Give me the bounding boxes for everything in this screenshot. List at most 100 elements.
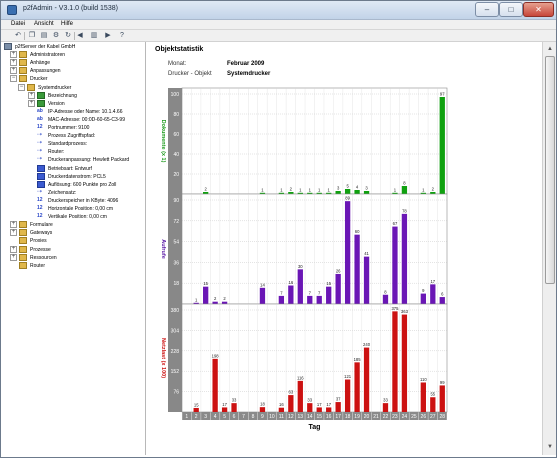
expand-icon[interactable]: +	[10, 253, 17, 261]
expand-icon[interactable]: +	[10, 245, 17, 253]
expand-icon[interactable]: +	[10, 67, 17, 75]
tree-item[interactable]: Druckerdatenstrom: PCL5	[28, 172, 141, 181]
y-tick-label: 80	[173, 112, 179, 118]
tree-item[interactable]: ⇢ Prozess Zugriffspfad:	[28, 132, 141, 140]
expand-icon[interactable]: +	[10, 229, 17, 237]
collapse-icon[interactable]: −	[10, 75, 17, 83]
tree-item[interactable]: Auflösung: 600 Punkte pro Zoll	[28, 180, 141, 189]
scroll-up-icon[interactable]: ▲	[547, 46, 553, 52]
bar-data-label: 5	[346, 184, 349, 189]
minimize-button[interactable]: –	[475, 2, 499, 17]
tree-item[interactable]: Router	[10, 261, 141, 270]
bar-data-label: 8	[403, 181, 406, 186]
copy-icon[interactable]: ❐	[28, 32, 36, 39]
title-bar[interactable]: p2fAdmin - V3.1.0 (build 1538) – □ ✕	[1, 1, 556, 20]
bar-data-label: 17	[222, 402, 227, 407]
panel-label: Netzlast (x 100)	[160, 338, 166, 378]
refresh-icon[interactable]: ↻	[65, 32, 71, 39]
x-tick-label: 8	[252, 414, 255, 420]
bar-data-label: 14	[260, 282, 265, 287]
maximize-button[interactable]: □	[499, 2, 523, 17]
object-tree[interactable]: p2fServer der Kabel GmbH + Administratoren…	[1, 42, 146, 455]
tree-item[interactable]: Betriebsart: Entwurf	[28, 164, 141, 173]
tree-item[interactable]: 12 Portnummer: 9100	[28, 124, 141, 132]
tree-item-label: Zeichensatz:	[48, 189, 77, 196]
tree-item-label: Auflösung: 600 Punkte pro Zoll	[48, 181, 117, 188]
bar	[297, 192, 303, 194]
bar	[316, 192, 322, 194]
day-cell	[390, 412, 400, 420]
bar-data-label: 110	[420, 377, 427, 382]
bar-data-label: 99	[440, 380, 445, 385]
y-tick-label: 18	[173, 281, 179, 287]
bar	[420, 382, 426, 412]
tree-item-label: MAC-Adresse: 00:0D-60-65-C3-99	[48, 116, 125, 123]
bar	[278, 192, 285, 194]
bar-data-label: 63	[289, 390, 294, 395]
y-tick-label: 20	[173, 172, 179, 178]
tree-item[interactable]: + Prozesse	[10, 245, 141, 254]
tree-item[interactable]: + Administratoren	[10, 51, 141, 59]
expand-icon[interactable]: +	[10, 221, 17, 229]
tree-item[interactable]: + Gateways	[10, 229, 141, 237]
tree-item[interactable]: + Bezeichnung	[28, 91, 141, 100]
bar-data-label: 33	[307, 398, 312, 403]
tree-item[interactable]: 12 Vertikale Position: 0,00 cm	[28, 213, 141, 221]
collapse-icon[interactable]: −	[18, 83, 25, 91]
chart-icon[interactable]: ▥	[90, 32, 98, 39]
bar-data-label: 9	[422, 288, 425, 293]
tree-item[interactable]: 12 Druckerspeicher in KByte: 4096	[28, 197, 141, 205]
tree-item[interactable]: ab MAC-Adresse: 00:0D-60-65-C3-99	[28, 116, 141, 124]
tree-item[interactable]: ⇢ Router:	[28, 148, 141, 156]
x-tick-label: 2	[195, 414, 198, 420]
x-tick-label: 17	[335, 414, 341, 420]
menu-hilfe[interactable]: Hilfe	[61, 21, 74, 27]
undo-icon[interactable]: ↶	[15, 32, 21, 39]
help-icon[interactable]: ?	[120, 32, 124, 39]
bar-data-label: 1	[394, 187, 397, 192]
bar-data-label: 116	[297, 375, 304, 380]
expand-icon[interactable]: +	[28, 99, 35, 107]
scroll-down-icon[interactable]: ▼	[547, 444, 553, 450]
settings-icon[interactable]: ⚙	[52, 32, 60, 39]
tree-item[interactable]: ⇢ Druckeranpassung: Hewlett Packard	[28, 156, 141, 164]
bar	[288, 192, 294, 194]
tree-item[interactable]: − Drucker	[10, 75, 141, 83]
tree-item-label: Router	[30, 262, 46, 269]
x-tick-label: 13	[298, 414, 304, 420]
close-button[interactable]: ✕	[523, 2, 554, 17]
tree-item[interactable]: + Version	[28, 99, 141, 108]
scroll-thumb[interactable]	[545, 56, 555, 284]
back-icon[interactable]: ◀	[77, 32, 83, 39]
number-field-icon: 12	[37, 205, 43, 211]
tree-item[interactable]: − Systemdrucker	[18, 83, 141, 92]
vertical-scrollbar[interactable]: ▲ ▼	[542, 42, 556, 455]
tree-item[interactable]: p2fServer der Kabel GmbH	[4, 43, 141, 51]
forward-icon[interactable]: ▶	[105, 32, 111, 39]
expand-icon[interactable]: +	[10, 51, 17, 59]
tree-item[interactable]: 12 Horizontale Position: 0,00 cm	[28, 205, 141, 213]
day-cell	[428, 412, 438, 420]
tree-item[interactable]: + Anhänge	[10, 59, 141, 67]
menu-datei[interactable]: Datei	[11, 21, 26, 27]
tree-item[interactable]: + Ressourcen	[10, 253, 141, 262]
bar	[430, 192, 436, 194]
bar-data-label: 60	[355, 229, 360, 234]
expand-icon[interactable]: +	[28, 91, 35, 99]
tree-item[interactable]: + Anpassungen	[10, 67, 141, 75]
panel-label: Aufrufe	[160, 239, 166, 259]
properties-icon[interactable]: ▤	[40, 32, 48, 39]
tree-item[interactable]: ⇢ Zeichensatz:	[28, 189, 141, 197]
tree-item[interactable]: ⇢ Standardprozess:	[28, 140, 141, 148]
tree-item[interactable]: Proxies	[10, 237, 141, 245]
tree-item[interactable]: ab IP-Adresse oder Name: 10.1.4.66	[28, 108, 141, 116]
menu-ansicht[interactable]: Ansicht	[34, 21, 54, 27]
bar-data-label: 4	[356, 185, 359, 190]
bar	[344, 201, 351, 304]
expand-icon[interactable]: +	[10, 59, 17, 67]
x-tick-label: 6	[233, 414, 236, 420]
x-tick-label: 11	[279, 414, 284, 420]
link-icon: ⇢	[37, 156, 43, 163]
tree-item[interactable]: + Formulare	[10, 221, 141, 229]
